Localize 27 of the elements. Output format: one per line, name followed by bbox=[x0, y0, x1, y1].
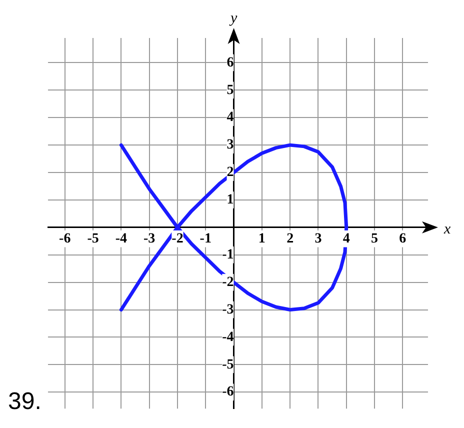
x-tick-label: 1 bbox=[258, 231, 266, 246]
x-tick-label: 6 bbox=[399, 231, 406, 246]
y-tick-label: 2 bbox=[226, 165, 234, 180]
x-tick-label: -5 bbox=[87, 231, 99, 246]
y-tick-label: -6 bbox=[222, 384, 234, 400]
y-tick-label: 4 bbox=[226, 110, 234, 126]
x-axis-title: x bbox=[443, 221, 451, 238]
x-tick-label: 3 bbox=[314, 231, 322, 246]
x-tick-label: 5 bbox=[371, 231, 378, 246]
text: 39. bbox=[8, 388, 42, 416]
x-tick-label: -6 bbox=[59, 231, 71, 246]
y-tick-label: 6 bbox=[226, 55, 234, 70]
y-tick-label: -3 bbox=[222, 302, 234, 318]
x-tick-label: -2 bbox=[172, 231, 184, 246]
x-tick-label: -4 bbox=[115, 231, 128, 246]
y-tick-label: 1 bbox=[226, 192, 234, 208]
y-tick-label: 5 bbox=[226, 82, 234, 98]
x-tick-label: 2 bbox=[286, 231, 294, 246]
y-tick-label: -5 bbox=[222, 357, 234, 372]
x-tick-label: 4 bbox=[342, 231, 350, 246]
y-tick-label: -4 bbox=[222, 330, 234, 345]
y-tick-label: -2 bbox=[222, 274, 234, 290]
y-tick-label: 3 bbox=[226, 138, 234, 153]
y-tick-label: -1 bbox=[222, 247, 234, 262]
y-axis-title: y bbox=[228, 10, 238, 26]
x-tick-label: -3 bbox=[143, 231, 156, 246]
x-tick-label: -1 bbox=[200, 231, 212, 246]
